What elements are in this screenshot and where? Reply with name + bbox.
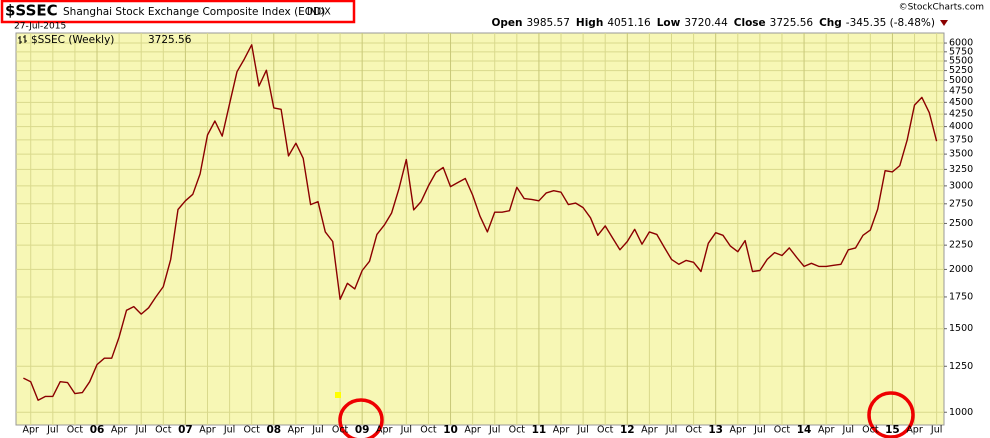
- quote-value: 3720.44: [684, 17, 728, 29]
- x-tick-label: Apr: [376, 425, 393, 436]
- marks: [23, 44, 938, 401]
- x-tick-label: 11: [532, 424, 547, 436]
- x-tick-label: 09: [355, 424, 370, 436]
- quote-value: 4051.16: [607, 17, 651, 29]
- date: 27-Jul-2015: [14, 22, 66, 32]
- x-tick-label: Oct: [332, 425, 349, 436]
- x-tick-label: Apr: [553, 425, 570, 436]
- y-tick-label: 1250: [949, 361, 973, 372]
- legend: $SSEC (Weekly) 3725.56: [18, 34, 192, 46]
- x-tick-label: Oct: [420, 425, 437, 436]
- y-tick-label: 4250: [949, 109, 973, 120]
- annotation-circle: [338, 398, 384, 438]
- quote-label: High: [576, 17, 603, 29]
- x-tick-label: Jul: [930, 425, 942, 436]
- x-tick-label: Oct: [862, 425, 879, 436]
- x-tick-label: Jul: [842, 425, 854, 436]
- x-tick-label: 13: [708, 424, 723, 436]
- y-tick-label: 3750: [949, 134, 973, 145]
- x-tick-label: Oct: [597, 425, 614, 436]
- x-tick-label: Oct: [243, 425, 260, 436]
- x-tick-label: Apr: [730, 425, 747, 436]
- x-tick-label: Oct: [774, 425, 791, 436]
- x-tick-label: Oct: [155, 425, 172, 436]
- legend-label: $SSEC (Weekly): [31, 34, 114, 46]
- marker: [335, 392, 341, 398]
- y-tick-label: 3250: [949, 164, 973, 175]
- x-tick-label: 12: [620, 424, 635, 436]
- x-tick-label: Oct: [685, 425, 702, 436]
- quote-value: 3725.56: [770, 17, 814, 29]
- x-tick-label: Apr: [818, 425, 835, 436]
- annotation-circle: [867, 391, 915, 438]
- x-tick-label: Jul: [311, 425, 323, 436]
- y-tick-label: 5500: [949, 55, 973, 66]
- quote: Open 3985.57 High 4051.16 Low 3720.44 Close 372…: [491, 17, 935, 29]
- x-tick-label: Apr: [23, 425, 40, 436]
- change-arrow: [940, 20, 948, 26]
- y-tick-label: 6000: [949, 38, 973, 49]
- x-tick-label: 07: [178, 424, 193, 436]
- y-tick-label: 4500: [949, 97, 973, 108]
- x-tick-label: Apr: [906, 425, 923, 436]
- quote-value: -345.35 (-8.48%): [846, 17, 935, 29]
- y-tick-label: 2500: [949, 218, 973, 229]
- x-tick-label: Apr: [641, 425, 658, 436]
- x-tick-label: Jul: [753, 425, 765, 436]
- y-tick-label: 3000: [949, 180, 973, 191]
- x-tick-label: 10: [443, 424, 458, 436]
- chart-title: Shanghai Stock Exchange Composite Index …: [63, 6, 325, 18]
- y-tick-label: 2000: [949, 264, 973, 275]
- x-tick-label: Oct: [509, 425, 526, 436]
- quote-value: 3985.57: [527, 17, 570, 29]
- y-tick-label: 3500: [949, 149, 973, 160]
- x-tick-label: Jul: [400, 425, 412, 436]
- annotation-box: [0, 0, 356, 24]
- quote-label: Open: [491, 17, 522, 29]
- x-tick-label: Apr: [111, 425, 128, 436]
- x-tick-label: Jul: [665, 425, 677, 436]
- source: ©StockCharts.com: [899, 3, 984, 13]
- quote-label: Low: [657, 17, 681, 29]
- legend-value: 3725.56: [148, 34, 192, 46]
- price-line: [23, 44, 938, 401]
- x-tick-label: Apr: [199, 425, 216, 436]
- quote-label: Close: [734, 17, 766, 29]
- x-tick-label: Jul: [46, 425, 58, 436]
- x-tick-label: 14: [797, 424, 812, 436]
- y-tick-label: 2750: [949, 198, 973, 209]
- x-tick-label: 15: [885, 424, 900, 436]
- y-tick-label: 1500: [949, 323, 973, 334]
- symbol: $SSEC: [5, 2, 58, 20]
- x-tick-label: 06: [90, 424, 105, 436]
- x-tick-label: Jul: [488, 425, 500, 436]
- y-tick-label: 5250: [949, 65, 973, 76]
- x-tick-label: Jul: [134, 425, 146, 436]
- y-tick-label: 1750: [949, 291, 973, 302]
- y-tick-label: 5000: [949, 75, 973, 86]
- x-tick-label: Jul: [576, 425, 588, 436]
- y-tick-label: 2250: [949, 240, 973, 251]
- exchange: INDX: [307, 7, 331, 18]
- y-tick-label: 4750: [949, 86, 973, 97]
- y-tick-label: 5750: [949, 46, 973, 57]
- y-tick-label: 1000: [949, 407, 973, 418]
- plot-area: [15, 32, 945, 426]
- quote-label: Chg: [819, 17, 842, 29]
- x-tick-label: 08: [266, 424, 281, 436]
- x-tick-label: Oct: [67, 425, 84, 436]
- y-tick-label: 4000: [949, 121, 973, 132]
- x-tick-label: Jul: [223, 425, 235, 436]
- legend-icon: [18, 35, 27, 44]
- grid: [16, 33, 944, 425]
- x-tick-label: Apr: [288, 425, 305, 436]
- x-tick-label: Apr: [464, 425, 481, 436]
